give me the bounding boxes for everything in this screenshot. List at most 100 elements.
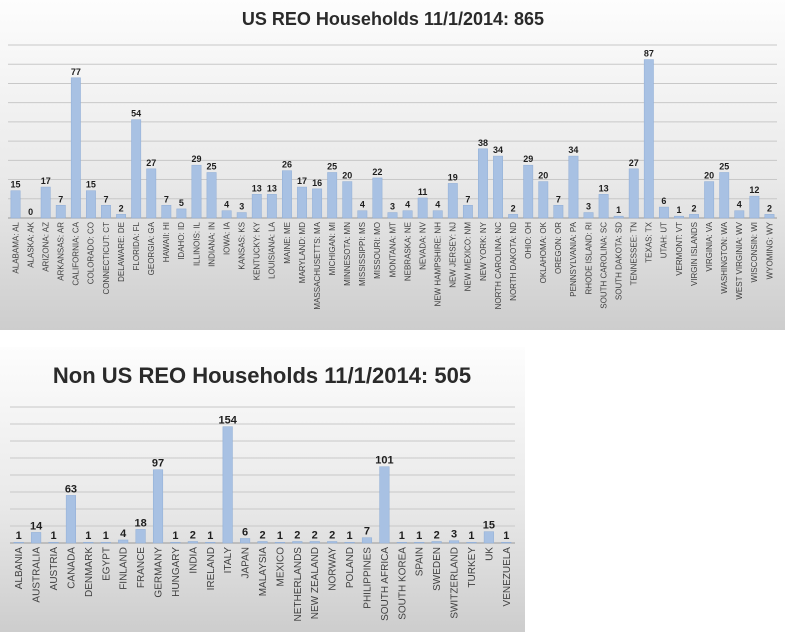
x-tick-label: NEW YORK: NY: [479, 221, 488, 281]
x-tick-label: VENEZUELA: [502, 547, 513, 607]
x-tick-label: WYOMING: WY: [765, 221, 774, 279]
bar: [372, 177, 383, 219]
chart-title: US REO Households 11/1/2014: 865: [242, 9, 544, 29]
bar: [658, 206, 669, 219]
data-label: 14: [30, 520, 43, 532]
data-label: 25: [327, 161, 337, 171]
bar: [553, 205, 564, 219]
bar: [342, 181, 353, 219]
data-label: 12: [749, 185, 759, 195]
bar: [187, 541, 198, 544]
x-tick-label: MONTANA: MT: [388, 222, 397, 278]
data-label: 1: [85, 530, 91, 542]
x-tick-label: INDIANA: IN: [207, 222, 216, 267]
bar: [116, 214, 127, 219]
bar: [191, 164, 202, 219]
x-tick-label: AUSTRALIA: [32, 547, 43, 603]
bar: [379, 466, 390, 544]
x-tick-label: ALBANIA: [14, 547, 25, 590]
bar: [205, 541, 216, 544]
data-label: 1: [277, 530, 283, 542]
data-label: 20: [704, 171, 714, 181]
x-tick-label: NEW MEXICO: NM: [464, 222, 473, 292]
data-label: 3: [586, 202, 591, 212]
data-label: 29: [191, 154, 201, 164]
data-label: 2: [434, 529, 440, 541]
x-tick-label: SOUTH AFRICA: [380, 547, 391, 621]
data-label: 7: [164, 194, 169, 204]
x-tick-label: MALAYSIA: [258, 547, 269, 597]
data-label: 11: [418, 187, 428, 197]
data-label: 2: [329, 529, 335, 541]
x-tick-label: NEW JERSEY: NJ: [449, 222, 458, 288]
data-label: 20: [342, 171, 352, 181]
data-label: 19: [448, 172, 458, 182]
bar: [131, 119, 142, 219]
bar: [161, 205, 172, 219]
data-label: 13: [267, 183, 277, 193]
bar: [297, 186, 307, 219]
data-label: 154: [218, 415, 237, 427]
data-label: 54: [131, 109, 141, 119]
data-label: 2: [511, 203, 516, 213]
x-tick-label: FRANCE: [136, 547, 147, 588]
x-tick-label: VIRGINIA: VA: [705, 221, 714, 271]
bar: [292, 541, 303, 544]
bar: [483, 531, 494, 544]
bar: [583, 212, 594, 219]
x-tick-label: SWEDEN: [432, 547, 443, 591]
data-label: 18: [134, 517, 146, 529]
data-label: 4: [360, 200, 365, 210]
data-label: 1: [503, 530, 509, 542]
x-tick-label: MASSACHUSETTS: MA: [313, 221, 322, 309]
x-tick-label: FLORIDA: FL: [132, 221, 141, 270]
x-tick-label: NEBRASKA: NE: [403, 222, 412, 281]
bar: [357, 210, 368, 219]
x-tick-label: RHODE ISLAND: RI: [584, 222, 593, 294]
data-label: 17: [41, 176, 51, 186]
bar: [431, 541, 442, 544]
data-label: 97: [152, 458, 164, 470]
bar: [764, 214, 775, 219]
data-label: 1: [616, 205, 621, 215]
data-label: 1: [50, 530, 56, 542]
data-label: 7: [556, 194, 561, 204]
data-label: 26: [282, 160, 292, 170]
x-tick-label: SPAIN: [415, 547, 426, 576]
bar: [152, 469, 164, 544]
x-tick-label: UK: [484, 547, 495, 561]
data-label: 4: [405, 200, 410, 210]
x-tick-label: ILLINOIS: IL: [192, 221, 201, 266]
x-tick-label: COLORADO: CO: [87, 222, 96, 284]
bar: [236, 212, 247, 219]
us-reo-chart: US REO Households 11/1/2014: 865 15 0 17 7 7…: [0, 0, 785, 330]
x-tick-label: TENNESSEE: TN: [630, 222, 639, 286]
data-label: 1: [676, 205, 681, 215]
bar: [83, 541, 94, 544]
x-tick-label: NORTH CAROLINA: NC: [494, 222, 503, 310]
x-tick-label: MICHIGAN: MI: [328, 222, 337, 275]
bar: [613, 215, 624, 219]
bar: [31, 532, 42, 544]
x-tick-label: OREGON: OR: [554, 222, 563, 274]
data-label: 25: [719, 161, 729, 171]
data-label: 4: [224, 200, 229, 210]
data-label: 1: [468, 530, 474, 542]
x-tick-label: VIRGIN ISLANDS: [690, 222, 699, 286]
data-label: 0: [28, 207, 33, 217]
data-label: 77: [71, 67, 81, 77]
x-tick-label: HAWAII: HI: [162, 222, 171, 262]
x-tick-label: VERMONT: VT: [675, 222, 684, 276]
data-label: 15: [11, 180, 21, 190]
x-tick-label: MISSOURI: MO: [373, 222, 382, 279]
x-tick-label: IOWA: IA: [222, 221, 231, 255]
x-tick-label: MISSISSIPPI: MS: [358, 222, 367, 286]
bar: [13, 541, 24, 544]
x-tick-label: CONNECTICUT: CT: [102, 222, 111, 295]
data-label: 13: [599, 183, 609, 193]
bar: [643, 59, 654, 219]
data-label: 4: [737, 200, 742, 210]
data-label: 20: [538, 171, 548, 181]
chart-title: Non US REO Households 11/1/2014: 505: [53, 363, 471, 388]
bar: [10, 190, 21, 219]
